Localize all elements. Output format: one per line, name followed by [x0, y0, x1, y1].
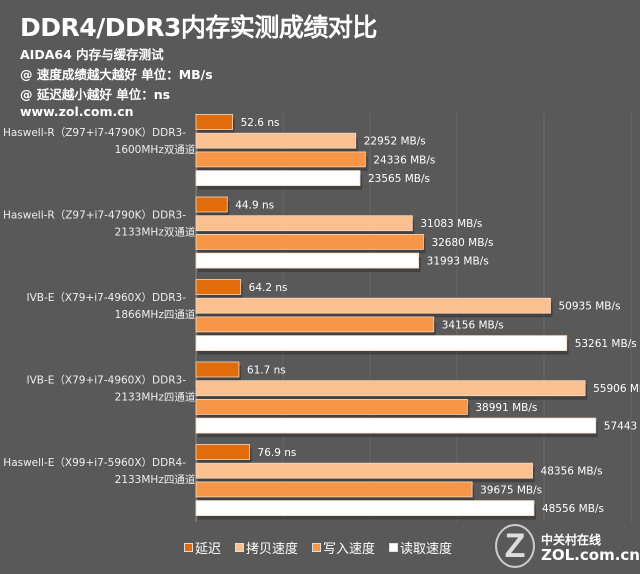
category-label: 1866MHz四通道: [115, 308, 196, 321]
category-label: 2133MHz四通道: [115, 391, 196, 404]
legend-swatch: [184, 543, 193, 552]
legend-item-read: 读取速度: [389, 538, 452, 557]
bar-latency: [195, 196, 228, 213]
bar-write: [195, 316, 435, 333]
logo-name: 中关村在线: [541, 532, 602, 547]
category-label: IVB-E（X79+i7-4960X）DDR3-: [27, 375, 187, 387]
category-label: Haswell-R（Z97+i7-4790K）DDR3-: [3, 210, 186, 222]
data-label: 64.2 ns: [249, 282, 288, 294]
data-label: 31083 MB/s: [420, 218, 482, 230]
legend-label: 读取速度: [400, 542, 453, 557]
bar-latency: [195, 279, 242, 295]
bar-copy: [195, 297, 551, 314]
bar-latency: [195, 361, 240, 378]
category-label: 2133MHz双通道: [115, 226, 196, 239]
data-label: 44.9 ns: [235, 200, 274, 212]
legend-label: 延迟: [195, 542, 222, 557]
category-label: Haswell-R（Z97+i7-4790K）DDR3-: [3, 127, 186, 139]
bar-write: [195, 398, 468, 415]
data-label: 22952 MB/s: [364, 136, 426, 148]
data-label: 24336 MB/s: [373, 154, 435, 166]
bar-copy: [195, 132, 357, 149]
category-label: 2133MHz四通道: [115, 473, 196, 486]
legend-label: 写入速度: [323, 542, 376, 557]
zol-logo: Z 中关村在线 ZOL.com.cn: [495, 524, 640, 568]
data-label: 55906 MB/s: [593, 383, 640, 395]
subtitle-speed-note: @ 速度成绩越大越好 单位：MB/s: [20, 67, 213, 82]
data-label: 23565 MB/s: [368, 173, 430, 185]
category-label: IVB-E（X79+i7-4960X）DDR3-: [27, 292, 187, 304]
data-label: 52.6 ns: [241, 117, 280, 129]
page-title: DDR4/DDR3内存实测成绩对比: [20, 13, 377, 42]
bar-read: [195, 500, 535, 517]
data-label: 38991 MB/s: [475, 402, 537, 414]
source-url: www.zol.com.cn: [20, 104, 134, 119]
category-label: 1600MHz双通道: [115, 143, 196, 156]
subtitle-latency-note: @ 延迟越小越好 单位：ns: [20, 87, 171, 102]
legend-label: 拷贝速度: [246, 542, 299, 557]
data-label: 61.7 ns: [247, 365, 286, 377]
bar-read: [195, 170, 361, 187]
bar-copy: [195, 462, 533, 479]
legend-item-write: 写入速度: [312, 538, 375, 557]
legend-item-latency: 延迟: [184, 538, 221, 557]
data-label: 34156 MB/s: [442, 319, 504, 331]
bar-read: [195, 252, 420, 269]
legend-swatch: [312, 543, 322, 552]
subtitle-test: AIDA64 内存与缓存测试: [20, 47, 164, 62]
bar-latency: [195, 444, 250, 460]
data-label: 76.9 ns: [258, 447, 297, 459]
bar-read: [195, 417, 597, 434]
data-label: 31993 MB/s: [427, 256, 489, 268]
legend-item-copy: 拷贝速度: [235, 538, 298, 557]
bar-write: [195, 151, 366, 168]
legend-swatch: [235, 543, 245, 552]
zol-logo-mark: Z: [495, 524, 535, 568]
data-label: 57443 MB/s: [604, 421, 640, 433]
bar-latency: [195, 114, 234, 130]
bar-copy: [195, 215, 413, 232]
logo-domain: ZOL.com.cn: [541, 545, 640, 564]
data-label: 50935 MB/s: [559, 301, 621, 313]
category-label: Haswell-E（X99+i7-5960X）DDR4-: [3, 457, 186, 469]
legend: 延迟 拷贝速度 写入速度 读取速度: [184, 538, 452, 557]
bar-copy: [195, 380, 586, 397]
data-label: 48356 MB/s: [541, 466, 603, 478]
data-label: 48556 MB/s: [542, 503, 604, 515]
legend-swatch: [389, 543, 399, 552]
bar-write: [195, 233, 424, 250]
data-label: 53261 MB/s: [575, 338, 637, 350]
bar-read: [195, 335, 568, 352]
data-label: 32680 MB/s: [431, 237, 493, 249]
data-label: 39675 MB/s: [480, 484, 542, 496]
bar-write: [195, 481, 473, 498]
